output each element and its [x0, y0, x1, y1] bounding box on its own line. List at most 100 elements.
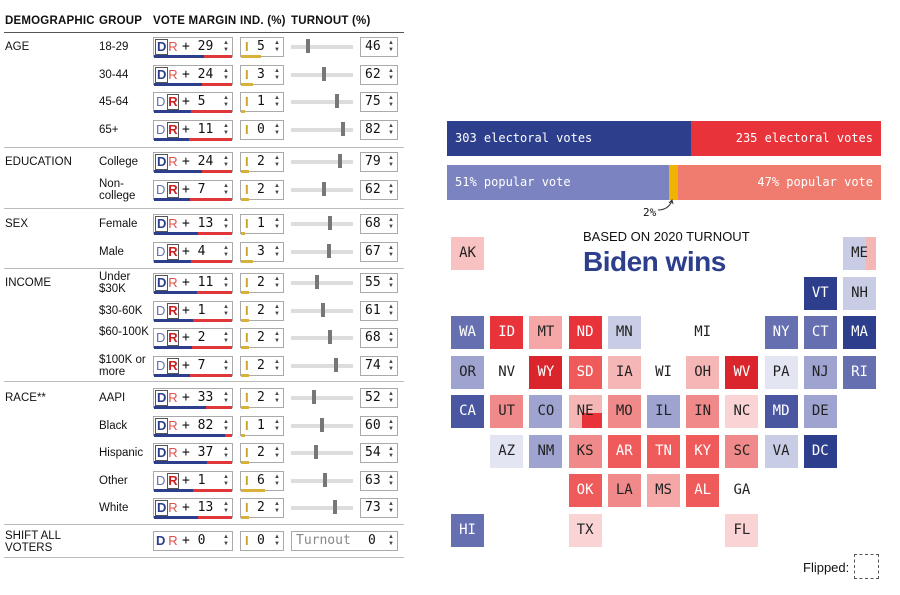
slider-thumb[interactable] — [321, 67, 326, 81]
turnout-stepper[interactable]: 60 ▲ ▼ — [360, 416, 398, 436]
state-tile[interactable]: MO — [607, 395, 641, 428]
state-tile[interactable]: CO — [529, 395, 563, 428]
stepper-arrows-icon[interactable]: ▲ ▼ — [388, 95, 394, 108]
stepper-arrows-icon[interactable]: ▲ ▼ — [274, 276, 280, 289]
turnout-slider[interactable] — [291, 39, 353, 53]
stepper-arrows-icon[interactable]: ▲ ▼ — [388, 245, 394, 258]
turnout-stepper[interactable]: 52 ▲ ▼ — [360, 388, 398, 408]
turnout-slider[interactable] — [291, 244, 353, 258]
rep-toggle[interactable]: R — [167, 473, 179, 489]
rep-toggle[interactable]: R — [168, 445, 178, 460]
state-tile[interactable]: MD — [764, 395, 798, 428]
rep-toggle[interactable]: R — [167, 122, 179, 138]
stepper-arrows-icon[interactable]: ▲ ▼ — [274, 183, 280, 196]
ind-stepper[interactable]: I 2 ▲ ▼ — [240, 328, 284, 349]
stepper-arrows-icon[interactable]: ▲ ▼ — [223, 95, 229, 108]
turnout-stepper[interactable]: 61 ▲ ▼ — [360, 301, 398, 321]
rep-toggle[interactable]: R — [167, 358, 179, 374]
stepper-arrows-icon[interactable]: ▲ ▼ — [388, 534, 394, 547]
stepper-arrows-icon[interactable]: ▲ ▼ — [223, 68, 229, 81]
vote-margin-stepper[interactable]: D R + 11 ▲ ▼ — [153, 120, 233, 141]
vote-margin-stepper[interactable]: D R + 37 ▲ ▼ — [153, 443, 233, 464]
state-tile[interactable]: IL — [647, 395, 680, 428]
turnout-slider[interactable] — [291, 390, 353, 404]
state-tile[interactable]: UT — [490, 395, 524, 428]
turnout-stepper[interactable]: 62 ▲ ▼ — [360, 65, 398, 85]
stepper-arrows-icon[interactable]: ▲ ▼ — [274, 123, 280, 136]
stepper-arrows-icon[interactable]: ▲ ▼ — [274, 446, 280, 459]
stepper-arrows-icon[interactable]: ▲ ▼ — [223, 419, 229, 432]
stepper-arrows-icon[interactable]: ▲ ▼ — [388, 40, 394, 53]
rep-toggle[interactable]: R — [168, 39, 178, 54]
slider-thumb[interactable] — [327, 216, 332, 230]
stepper-arrows-icon[interactable]: ▲ ▼ — [274, 40, 280, 53]
stepper-arrows-icon[interactable]: ▲ ▼ — [388, 331, 394, 344]
state-tile[interactable]: CT — [803, 316, 837, 349]
ind-stepper[interactable]: I 1 ▲ ▼ — [240, 214, 284, 235]
state-tile[interactable]: WY — [529, 355, 563, 389]
turnout-stepper[interactable]: 63 ▲ ▼ — [360, 471, 398, 491]
dem-toggle[interactable]: D — [156, 303, 166, 318]
slider-thumb[interactable] — [321, 182, 326, 196]
rep-toggle[interactable]: R — [168, 67, 178, 82]
rep-toggle[interactable]: R — [168, 154, 178, 169]
rep-toggle[interactable]: R — [167, 330, 179, 346]
vote-margin-stepper[interactable]: D R + 24 ▲ ▼ — [153, 152, 233, 173]
state-tile[interactable]: ID — [490, 316, 524, 349]
dem-toggle[interactable]: D — [155, 500, 169, 516]
stepper-arrows-icon[interactable]: ▲ ▼ — [388, 304, 394, 317]
state-tile[interactable]: WI — [647, 355, 680, 389]
dem-toggle[interactable]: D — [156, 122, 166, 137]
turnout-slider[interactable] — [291, 303, 353, 317]
ind-stepper[interactable]: I 2 ▲ ▼ — [240, 356, 284, 377]
stepper-arrows-icon[interactable]: ▲ ▼ — [223, 183, 229, 196]
vote-margin-stepper[interactable]: D R + 13 ▲ ▼ — [153, 214, 233, 235]
turnout-stepper[interactable]: 82 ▲ ▼ — [360, 120, 398, 140]
state-tile[interactable]: OR — [451, 355, 484, 389]
ind-stepper[interactable]: I 5 ▲ ▼ — [240, 37, 284, 58]
state-tile[interactable]: IN — [686, 395, 720, 428]
ind-stepper[interactable]: I 3 ▲ ▼ — [240, 65, 284, 86]
ind-stepper[interactable]: I 6 ▲ ▼ — [240, 471, 284, 492]
dem-toggle[interactable]: D — [156, 533, 166, 548]
state-tile[interactable]: FL — [725, 513, 759, 547]
state-tile[interactable]: AZ — [490, 434, 524, 468]
rep-toggle[interactable]: R — [168, 216, 178, 231]
ind-stepper[interactable]: I 2 ▲ ▼ — [240, 388, 284, 409]
stepper-arrows-icon[interactable]: ▲ ▼ — [388, 501, 394, 514]
turnout-slider[interactable] — [291, 67, 353, 81]
state-tile[interactable]: SD — [568, 355, 602, 389]
stepper-arrows-icon[interactable]: ▲ ▼ — [388, 217, 394, 230]
vote-margin-stepper[interactable]: D R + 29 ▲ ▼ — [153, 37, 233, 58]
stepper-arrows-icon[interactable]: ▲ ▼ — [388, 68, 394, 81]
dem-toggle[interactable]: D — [156, 182, 166, 197]
state-tile[interactable]: DC — [803, 434, 837, 468]
vote-margin-stepper[interactable]: D R + 11 ▲ ▼ — [153, 273, 233, 294]
stepper-arrows-icon[interactable]: ▲ ▼ — [388, 155, 394, 168]
stepper-arrows-icon[interactable]: ▲ ▼ — [388, 419, 394, 432]
slider-thumb[interactable] — [312, 390, 317, 404]
dem-toggle[interactable]: D — [155, 216, 169, 232]
state-tile[interactable]: MS — [647, 474, 680, 507]
stepper-arrows-icon[interactable]: ▲ ▼ — [223, 304, 229, 317]
turnout-slider[interactable] — [291, 154, 353, 168]
state-tile[interactable]: DE — [803, 395, 837, 428]
stepper-arrows-icon[interactable]: ▲ ▼ — [274, 304, 280, 317]
slider-thumb[interactable] — [314, 445, 319, 459]
vote-margin-stepper[interactable]: D R + 13 ▲ ▼ — [153, 498, 233, 519]
turnout-stepper[interactable]: 62 ▲ ▼ — [360, 180, 398, 200]
state-tile[interactable]: AK — [451, 237, 484, 270]
dem-toggle[interactable]: D — [155, 39, 169, 55]
stepper-arrows-icon[interactable]: ▲ ▼ — [388, 474, 394, 487]
rep-toggle[interactable]: R — [167, 303, 179, 319]
dem-toggle[interactable]: D — [156, 473, 166, 488]
turnout-stepper[interactable]: 67 ▲ ▼ — [360, 242, 398, 262]
vote-margin-stepper[interactable]: D R + 2 ▲ ▼ — [153, 328, 233, 349]
slider-thumb[interactable] — [320, 418, 324, 432]
state-tile[interactable]: GA — [725, 474, 759, 507]
state-tile[interactable]: VT — [803, 276, 837, 310]
shift-all-turnout-input[interactable]: Turnout 0 ▲ ▼ — [291, 531, 398, 551]
vote-margin-stepper[interactable]: D R + 5 ▲ ▼ — [153, 92, 233, 113]
rep-toggle[interactable]: R — [167, 244, 179, 260]
dem-toggle[interactable]: D — [156, 358, 166, 373]
